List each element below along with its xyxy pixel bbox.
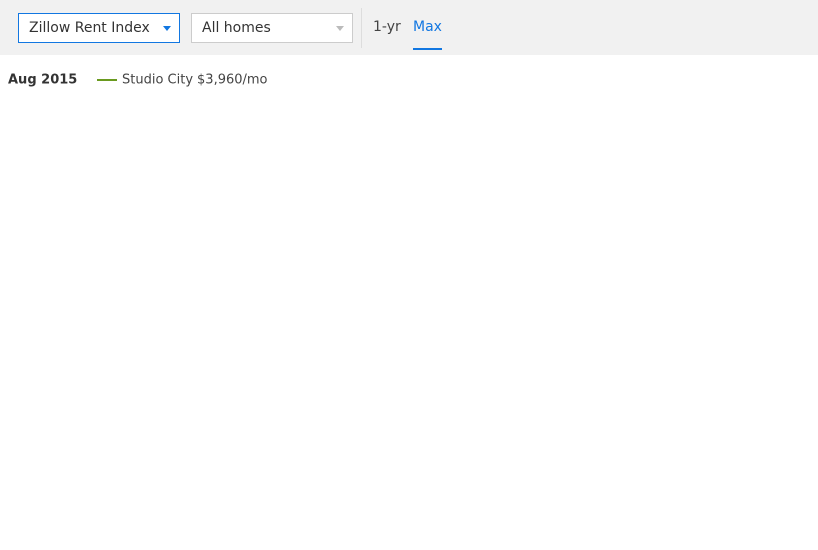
metric-label: Zillow Rent Index [29,20,150,36]
dropdown-arrow [336,26,344,31]
toolbar: Zillow Rent Index $2.8K$3.2K$3.6K$4K2011… [0,0,818,55]
range-button[interactable]: Max [413,19,442,50]
metric-dropdown[interactable]: Zillow Rent Index $2.8K$3.2K$3.6K$4K2011… [18,13,180,43]
home-type-dropdown[interactable]: All homes [191,13,353,43]
home-type-label: All homes [202,20,271,36]
legend-label: Studio City [122,73,193,88]
range-button[interactable]: 1-yr [373,19,401,35]
dropdown-arrow: $2.8K$3.2K$3.6K$4K20112012201320142015 [163,26,171,31]
legend-value: $3,960/mo [197,73,268,88]
divider [361,8,362,48]
legend-date: Aug 2015 [8,73,77,88]
